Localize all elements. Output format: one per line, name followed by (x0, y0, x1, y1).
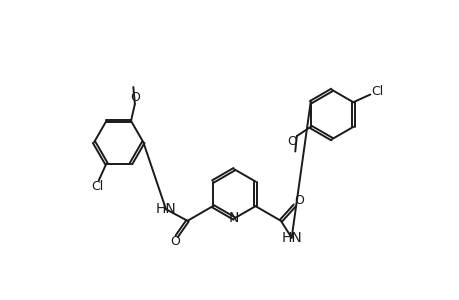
Text: O: O (286, 135, 297, 148)
Text: N: N (229, 212, 239, 226)
Text: O: O (170, 235, 180, 248)
Text: HN: HN (281, 231, 302, 245)
Text: Cl: Cl (91, 180, 103, 193)
Text: HN: HN (155, 202, 176, 216)
Text: O: O (129, 91, 140, 104)
Text: O: O (294, 194, 304, 207)
Text: Cl: Cl (370, 85, 382, 98)
